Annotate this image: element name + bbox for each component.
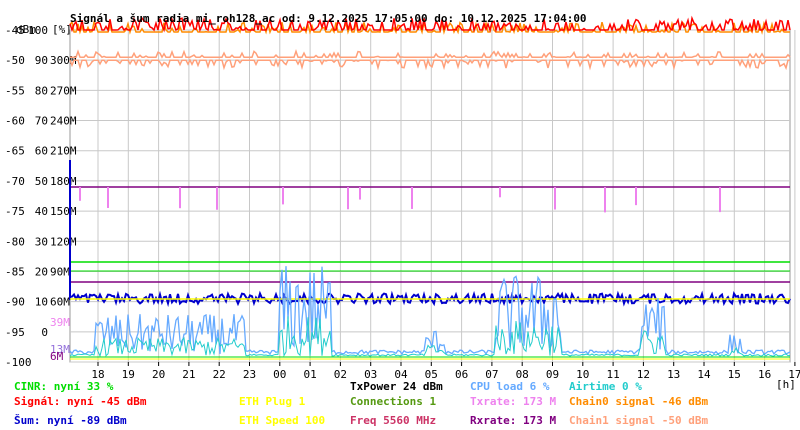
- x-tick-label: 17: [788, 368, 800, 381]
- plot-area: [69, 29, 791, 363]
- y-tick-dbm-label: -80: [5, 235, 25, 248]
- x-tick-label: 19: [122, 368, 135, 381]
- y-tick-rate-label: 300M: [50, 54, 77, 67]
- y-tick-rate-label: 180M: [50, 175, 77, 188]
- y-tick-rate-colored-label: 6M: [50, 350, 64, 363]
- y-tick-pct-label: 40: [35, 205, 48, 218]
- series-chain1-signal-upper: [70, 48, 791, 59]
- x-tick-label: 21: [182, 368, 195, 381]
- y-tick-dbm-label: -75: [5, 205, 25, 218]
- legend-item: Chain0 signal -46 dBm: [569, 395, 708, 408]
- x-tick-label: 06: [455, 368, 468, 381]
- y-tick-rate-label: 60M: [50, 296, 70, 309]
- series-airtime: [69, 316, 791, 358]
- x-tick-label: 20: [152, 368, 165, 381]
- y-tick-rate-label: 120M: [50, 235, 77, 248]
- y-tick-pct-label: 0: [41, 326, 48, 339]
- y-tick-dbm-label: -95: [5, 326, 25, 339]
- legend-item: Signál: nyní -45 dBm: [14, 395, 147, 408]
- x-tick-label: 23: [243, 368, 256, 381]
- series-signal: [69, 15, 791, 33]
- y-tick-pct-label: 70: [35, 115, 48, 128]
- legend-item: Airtime 0 %: [569, 380, 642, 393]
- chart-title: Signál a šum radia mi_roh128_ac od: 9.12…: [70, 12, 587, 25]
- legend-item: Šum: nyní -89 dBm: [14, 414, 127, 427]
- y-tick-dbm-label: -65: [5, 145, 25, 158]
- x-tick-label: 02: [334, 368, 347, 381]
- x-tick-label: 12: [637, 368, 650, 381]
- x-tick-label: 08: [516, 368, 529, 381]
- series-noise: [69, 290, 791, 308]
- y-tick-dbm-label: -60: [5, 115, 25, 128]
- x-tick-label: 11: [606, 368, 619, 381]
- series-chain1-signal: [69, 57, 790, 71]
- unit-label-pct: [%]: [52, 23, 72, 36]
- y-tick-dbm-label: -50: [5, 54, 25, 67]
- x-tick-label: 22: [213, 368, 226, 381]
- y-tick-dbm-label: -85: [5, 265, 25, 278]
- y-tick-rate-label: 210M: [50, 145, 77, 158]
- y-tick-pct-label: 60: [35, 145, 48, 158]
- legend-item: Txrate: 173 M: [470, 395, 556, 408]
- x-tick-label: 09: [546, 368, 559, 381]
- series-cpu-load: [69, 266, 791, 356]
- y-tick-dbm-label: -90: [5, 296, 25, 309]
- x-tick-label: 03: [364, 368, 377, 381]
- y-tick-rate-colored-label: 39M: [50, 316, 70, 329]
- y-tick-rate-label: 240M: [50, 115, 77, 128]
- legend-item: TxPower 24 dBm: [350, 380, 443, 393]
- x-tick-label: 15: [728, 368, 741, 381]
- x-tick-label: 10: [576, 368, 589, 381]
- y-tick-pct-label: 30: [35, 235, 48, 248]
- y-tick-pct-label: 50: [35, 175, 48, 188]
- y-tick-dbm-label: -100: [5, 356, 32, 369]
- unit-label-dbm: dBm: [16, 23, 36, 36]
- x-tick-label: 00: [273, 368, 286, 381]
- legend-item: Connections 1: [350, 395, 436, 408]
- y-tick-rate-label: 270M: [50, 84, 77, 97]
- y-tick-pct-label: 100: [28, 24, 48, 37]
- y-tick-dbm-label: -70: [5, 175, 25, 188]
- y-tick-dbm-label: -45: [5, 24, 25, 37]
- y-tick-dbm-label: -55: [5, 84, 25, 97]
- y-tick-pct-label: 20: [35, 265, 48, 278]
- y-tick-rate-label: 90M: [50, 265, 70, 278]
- legend-item: CPU load 6 %: [470, 380, 550, 393]
- x-tick-label: 01: [303, 368, 316, 381]
- y-tick-pct-label: 90: [35, 54, 48, 67]
- y-tick-rate-colored-label: 13M: [50, 343, 70, 356]
- legend-item: CINR: nyní 33 %: [14, 380, 114, 393]
- x-tick-label: 13: [667, 368, 680, 381]
- x-unit-label: [h]: [776, 378, 796, 391]
- x-tick-label: 07: [485, 368, 498, 381]
- x-tick-label: 16: [758, 368, 771, 381]
- y-tick-pct-label: 10: [35, 296, 48, 309]
- x-tick-label: 05: [425, 368, 438, 381]
- legend-item: ETH Plug 1: [239, 395, 306, 408]
- x-tick-label: 04: [394, 368, 408, 381]
- legend-item: Freq 5560 MHz: [350, 414, 436, 427]
- legend-item: Chain1 signal -50 dBm: [569, 414, 708, 427]
- y-tick-pct-label: 80: [35, 84, 48, 97]
- x-tick-label: 18: [91, 368, 104, 381]
- y-tick-rate-label: 150M: [50, 205, 77, 218]
- legend-item: Rxrate: 173 M: [470, 414, 556, 427]
- x-tick-label: 14: [697, 368, 711, 381]
- legend-item: ETH Speed 100: [239, 414, 325, 427]
- series-chain0-signal: [69, 19, 790, 35]
